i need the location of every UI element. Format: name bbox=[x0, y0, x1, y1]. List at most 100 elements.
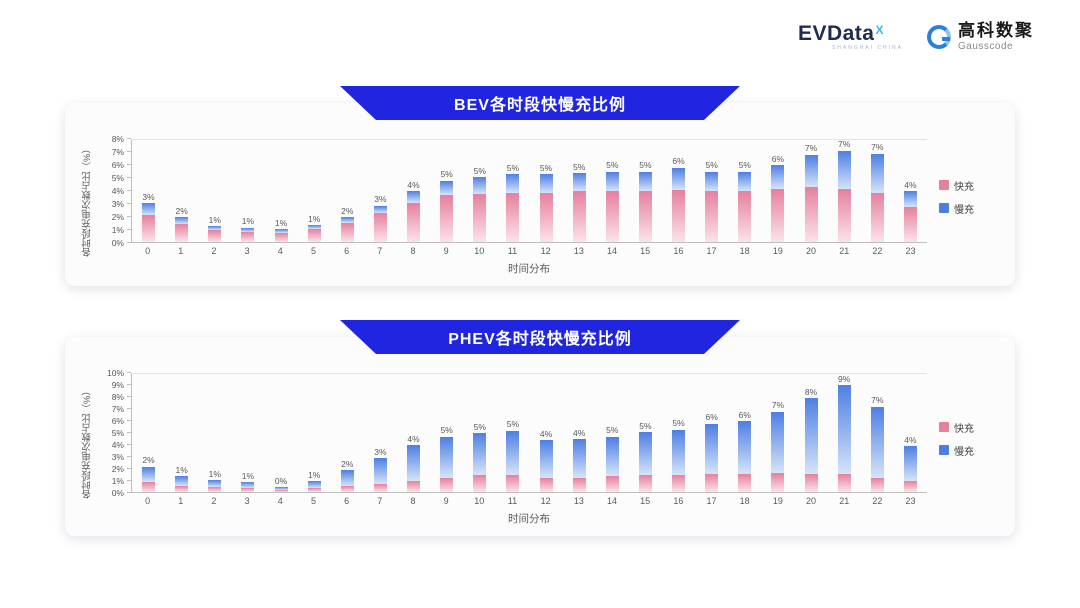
y-tick-label: 4% bbox=[111, 439, 124, 450]
bar-value-label: 2% bbox=[341, 458, 354, 469]
bar-segment-slow bbox=[307, 481, 321, 489]
bar-value-label: 5% bbox=[506, 419, 520, 430]
phev-chart-section: PHEV各时段快慢充比例 各时段充电次数占比（%） 0% 1% 2% 3% 4% 5% 6% 7… bbox=[0, 320, 1080, 536]
bar-segment-slow bbox=[407, 191, 421, 203]
bar-segment-fast bbox=[373, 213, 387, 242]
bar-value-label: 4% bbox=[407, 433, 420, 444]
bar-value-label: 3% bbox=[374, 446, 387, 457]
bar-value-label: 5% bbox=[573, 161, 586, 172]
bar-column: 3% bbox=[132, 140, 165, 242]
bar-segment-slow bbox=[307, 225, 321, 229]
bar-segment-slow bbox=[473, 177, 487, 194]
bar-segment-slow bbox=[175, 476, 189, 486]
bar-segment-slow bbox=[638, 432, 652, 476]
bar-column: 1% bbox=[298, 140, 331, 242]
bar-column: 7% bbox=[861, 140, 894, 242]
evdata-logo-x: X bbox=[875, 22, 884, 37]
x-tick-label: 8 bbox=[410, 496, 416, 506]
gausscode-logo-text: 高科数聚 Gausscode bbox=[958, 21, 1034, 51]
legend-label: 快充 bbox=[954, 181, 974, 193]
bar-segment-slow bbox=[705, 423, 719, 474]
bar-value-label: 5% bbox=[440, 169, 453, 180]
y-tick-label: 7% bbox=[111, 146, 124, 157]
x-tick-label: 3 bbox=[244, 496, 250, 506]
legend: 快充 慢充 bbox=[939, 178, 1001, 238]
x-tick-label: 21 bbox=[839, 246, 850, 256]
y-tick-label: 8% bbox=[111, 133, 124, 144]
bar-value-label: 4% bbox=[539, 428, 553, 439]
bar-segment-fast bbox=[340, 222, 354, 242]
y-tick-label: 4% bbox=[111, 185, 124, 196]
bar-column: 3% bbox=[364, 140, 397, 242]
x-tick-label: 13 bbox=[573, 246, 584, 256]
y-tick-mark bbox=[127, 444, 131, 445]
bar-value-label: 1% bbox=[241, 216, 255, 227]
bar-segment-fast bbox=[307, 229, 321, 242]
bar-column: 5% bbox=[430, 374, 463, 492]
bar-value-label: 0% bbox=[274, 475, 288, 486]
bar-column: 5% bbox=[629, 140, 662, 242]
bar-value-label: 9% bbox=[838, 373, 851, 384]
bar-value-label: 5% bbox=[473, 165, 486, 176]
bar-segment-fast bbox=[241, 231, 255, 242]
bar-segment-fast bbox=[837, 189, 851, 242]
bar-value-label: 5% bbox=[606, 425, 619, 436]
gausscode-logo: 高科数聚 Gausscode bbox=[927, 21, 1034, 52]
x-tick-label: 18 bbox=[739, 246, 750, 256]
legend-item: 慢充 bbox=[939, 443, 1001, 458]
bar-segment-slow bbox=[274, 229, 288, 233]
bar-column: 5% bbox=[463, 140, 496, 242]
bar-segment-fast bbox=[539, 477, 553, 492]
bar-value-label: 2% bbox=[341, 205, 354, 216]
bar-value-label: 1% bbox=[208, 214, 221, 225]
y-tick-mark bbox=[127, 384, 131, 385]
bar-segment-fast bbox=[506, 475, 520, 492]
bar-segment-slow bbox=[572, 439, 586, 478]
x-tick-label: 2 bbox=[211, 496, 217, 506]
bar-segment-slow bbox=[506, 430, 520, 476]
legend-label: 慢充 bbox=[954, 446, 974, 458]
bar-column: 4% bbox=[397, 140, 430, 242]
bar-column: 6% bbox=[761, 140, 794, 242]
bar-value-label: 5% bbox=[539, 162, 553, 173]
bar-segment-slow bbox=[870, 406, 884, 478]
bar-segment-slow bbox=[407, 445, 421, 482]
x-tick-label: 5 bbox=[310, 246, 316, 256]
bar-column: 1% bbox=[165, 374, 198, 492]
bar-value-label: 3% bbox=[142, 191, 155, 202]
bar-segment-fast bbox=[771, 188, 785, 242]
y-tick-mark bbox=[127, 372, 131, 373]
y-tick-mark bbox=[127, 242, 131, 243]
x-tick-label: 7 bbox=[377, 496, 383, 506]
x-tick-label: 16 bbox=[673, 246, 684, 256]
bar-column: 1% bbox=[265, 140, 298, 242]
bar-column: 5% bbox=[463, 374, 496, 492]
y-tick-mark bbox=[127, 203, 131, 204]
x-tick-label: 0 bbox=[145, 496, 151, 506]
bar-value-label: 5% bbox=[473, 421, 486, 432]
y-tick-mark bbox=[127, 480, 131, 481]
y-tick-mark bbox=[127, 492, 131, 493]
bar-value-label: 1% bbox=[308, 213, 321, 224]
bar-value-label: 4% bbox=[904, 179, 917, 190]
phev-chart-title: PHEV各时段快慢充比例 bbox=[448, 331, 632, 348]
y-tick-label: 5% bbox=[111, 172, 124, 183]
bar-value-label: 5% bbox=[440, 425, 453, 436]
x-tick-label: 19 bbox=[772, 496, 783, 506]
plot-area: 2% 1% 1% 1% 0% 1% 2% 3% 4% 5% 5% 5% 4% 4% 5% 5% 5% 6% 6% 7%… bbox=[131, 373, 927, 493]
x-tick-label: 19 bbox=[772, 246, 783, 256]
bar-segment-slow bbox=[771, 165, 785, 189]
legend-swatch bbox=[939, 422, 949, 432]
bar-column: 8% bbox=[795, 374, 828, 492]
bar-column: 5% bbox=[530, 140, 563, 242]
bar-column: 4% bbox=[894, 140, 927, 242]
legend-label: 慢充 bbox=[954, 204, 974, 216]
bar-value-label: 5% bbox=[738, 160, 751, 171]
bar-segment-fast bbox=[539, 192, 553, 242]
bar-segment-fast bbox=[473, 193, 487, 242]
bar-segment-fast bbox=[903, 481, 917, 492]
bar-value-label: 4% bbox=[407, 179, 420, 190]
bar-segment-fast bbox=[572, 477, 586, 492]
bar-segment-slow bbox=[771, 411, 785, 473]
x-tick-label: 10 bbox=[474, 496, 485, 506]
